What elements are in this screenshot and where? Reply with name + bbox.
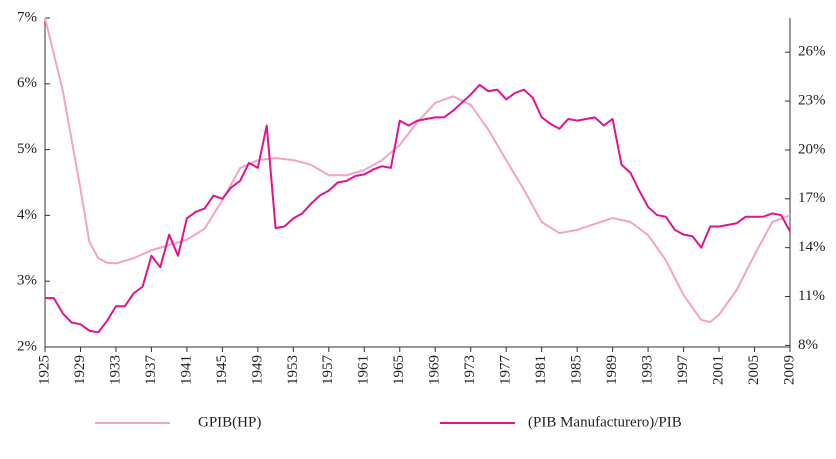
x-tick-label: 2009 bbox=[781, 355, 797, 385]
x-tick-label: 1929 bbox=[72, 355, 88, 385]
x-tick-label: 1973 bbox=[462, 355, 478, 385]
y-tick-label: 4% bbox=[17, 207, 37, 223]
y2-tick-label: 23% bbox=[798, 93, 826, 109]
x-tick-label: 1981 bbox=[533, 355, 549, 385]
x-tick-label: 1949 bbox=[249, 355, 265, 385]
x-tick-label: 1933 bbox=[107, 355, 123, 385]
y2-tick-label: 17% bbox=[798, 190, 826, 206]
legend-label: (PIB Manufacturero)/PIB bbox=[528, 414, 682, 430]
y-tick-label: 6% bbox=[17, 75, 37, 91]
x-tick-label: 2001 bbox=[710, 355, 726, 385]
y2-tick-label: 14% bbox=[798, 239, 826, 255]
x-tick-label: 1969 bbox=[427, 355, 443, 385]
x-tick-label: 2005 bbox=[746, 355, 762, 385]
x-tick-label: 1977 bbox=[498, 355, 514, 386]
x-tick-label: 1989 bbox=[604, 355, 620, 385]
x-tick-label: 1937 bbox=[143, 355, 159, 386]
series-line bbox=[45, 83, 791, 334]
y-tick-label: 2% bbox=[17, 338, 37, 354]
x-tick-label: 1957 bbox=[320, 355, 336, 386]
x-tick-label: 1965 bbox=[391, 355, 407, 385]
y-tick-label: 5% bbox=[17, 141, 37, 157]
x-tick-label: 1997 bbox=[675, 355, 691, 386]
y2-tick-label: 11% bbox=[798, 288, 825, 304]
y-tick-label: 7% bbox=[17, 9, 37, 25]
y2-tick-label: 8% bbox=[798, 337, 818, 353]
x-tick-label: 1961 bbox=[356, 355, 372, 385]
legend-label: GPIB(HP) bbox=[198, 414, 261, 430]
x-tick-label: 1993 bbox=[640, 355, 656, 385]
series-line bbox=[44, 17, 791, 323]
x-tick-label: 1941 bbox=[178, 355, 194, 385]
x-tick-label: 1925 bbox=[36, 355, 52, 385]
x-tick-label: 1945 bbox=[214, 355, 230, 385]
y-tick-label: 3% bbox=[17, 273, 37, 289]
y2-tick-label: 26% bbox=[798, 44, 826, 60]
y2-tick-label: 20% bbox=[798, 141, 826, 157]
x-tick-label: 1985 bbox=[569, 355, 585, 385]
x-tick-label: 1953 bbox=[285, 355, 301, 385]
